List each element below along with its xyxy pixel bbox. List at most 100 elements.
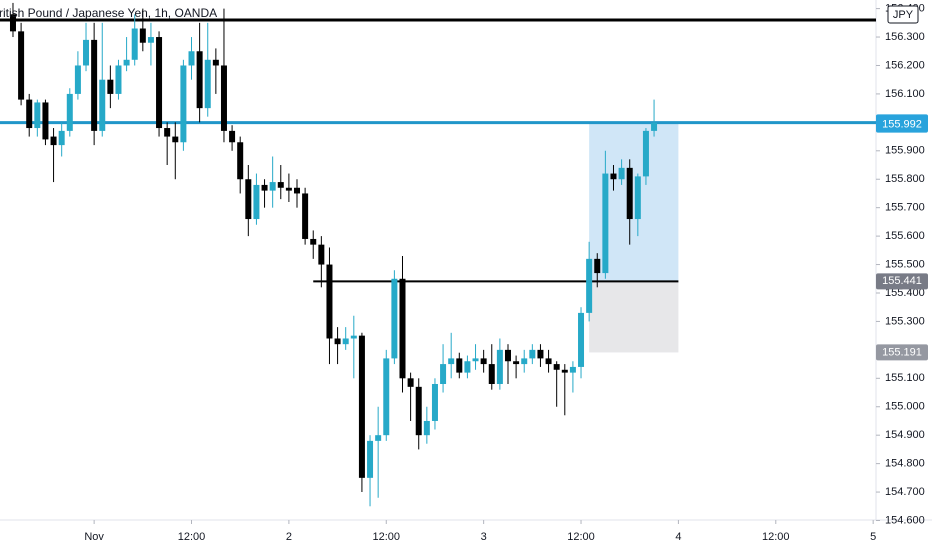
candle-body <box>651 122 658 131</box>
y-tick-label: 154.700 <box>885 486 925 498</box>
candle-body <box>83 39 90 66</box>
candle-body <box>448 358 455 365</box>
candle-body <box>147 37 154 43</box>
candle-body <box>513 361 520 365</box>
candle-body <box>610 173 617 180</box>
candle-body <box>245 179 252 220</box>
candle-body <box>302 193 309 239</box>
x-tick-label: 3 <box>481 531 487 543</box>
y-tick-label: 155.100 <box>885 372 925 384</box>
y-tick-label: 155.500 <box>885 258 925 270</box>
candle-body <box>391 278 398 359</box>
candle-body <box>431 383 438 421</box>
x-tick-label: 4 <box>675 531 681 543</box>
chart-title: British Pound / Japanese Yen, 1h, OANDA <box>0 6 217 20</box>
candle-body <box>399 278 406 379</box>
candle-body <box>586 258 593 313</box>
plot <box>0 2 876 507</box>
candle-body <box>383 358 390 436</box>
candle-body <box>569 366 576 373</box>
candle-body <box>626 167 633 220</box>
candle-body <box>440 364 447 384</box>
candle-body <box>464 361 471 373</box>
candle-body <box>50 136 57 146</box>
currency: JPY <box>893 9 914 21</box>
stop-zone <box>589 281 679 353</box>
candle-body <box>318 244 325 265</box>
candle-body <box>553 364 560 370</box>
candle-body <box>204 59 211 109</box>
y-tick-label: 154.600 <box>885 514 925 526</box>
candle-body <box>229 130 236 143</box>
candle-body <box>504 349 511 362</box>
y-tick-label: 155.300 <box>885 315 925 327</box>
candle-body <box>310 238 317 245</box>
y-tick-label: 155.900 <box>885 145 925 157</box>
candle-body <box>58 130 65 146</box>
y-tick-label: 156.300 <box>885 31 925 43</box>
candle-body <box>423 420 430 436</box>
candle-body <box>9 14 16 32</box>
candle-body <box>334 338 341 345</box>
x-tick-label: 2 <box>286 531 292 543</box>
candle-body <box>358 335 365 478</box>
x-tick-label: 12:00 <box>762 531 790 543</box>
candle-body <box>537 349 544 359</box>
candle-body <box>480 358 487 365</box>
y-tick-label: 156.100 <box>885 88 925 100</box>
y-tick-label: 155.600 <box>885 230 925 242</box>
price-label-box <box>876 116 928 133</box>
candle-body <box>634 176 641 220</box>
candle-body <box>618 167 625 180</box>
candle-body <box>188 51 195 66</box>
candle-body <box>529 349 536 359</box>
candle-body <box>164 128 171 137</box>
y-tick-label: 154.900 <box>885 429 925 441</box>
y-tick-label: 154.800 <box>885 458 925 470</box>
y-tick-label: 156.200 <box>885 59 925 71</box>
candle-body <box>123 59 130 66</box>
y-tick-label: 155.400 <box>885 287 925 299</box>
candle-body <box>212 59 219 66</box>
candle-body <box>496 349 503 384</box>
candle-body <box>131 28 138 60</box>
x-tick-label: 12:00 <box>373 531 401 543</box>
candle-body <box>594 258 601 274</box>
price-label: 155.441 <box>882 275 922 287</box>
price-label: 155.191 <box>882 346 922 358</box>
candle-body <box>521 358 528 365</box>
x-tick-label: 12:00 <box>567 531 595 543</box>
candle-body <box>578 312 585 367</box>
candle-body <box>66 93 73 131</box>
y-tick-label: 155.800 <box>885 173 925 185</box>
candle-body <box>285 187 292 191</box>
candle-body <box>326 264 333 339</box>
x-tick-label: 12:00 <box>178 531 206 543</box>
x-tick-label: 5 <box>870 531 876 543</box>
candle-body <box>350 335 357 339</box>
price-label: 155.992 <box>882 119 922 131</box>
candle-body <box>42 102 49 140</box>
candle-body <box>91 39 98 131</box>
candle-body <box>642 130 649 177</box>
candle-body <box>561 369 568 373</box>
candle-body <box>172 136 179 143</box>
candle-body <box>237 142 244 180</box>
y-tick-label: 155.700 <box>885 202 925 214</box>
candle-body <box>220 65 227 131</box>
candle-body <box>456 358 463 373</box>
candle-body <box>261 184 268 191</box>
candle-body <box>180 65 187 143</box>
candle-body <box>602 173 609 274</box>
candle-body <box>253 184 260 220</box>
y-tick-label: 155.000 <box>885 401 925 413</box>
candle-body <box>34 102 41 129</box>
candle-body <box>488 364 495 384</box>
price-label-box <box>876 273 928 290</box>
candle-body <box>375 435 382 441</box>
candle-body <box>415 386 422 436</box>
candle-body <box>269 182 276 191</box>
candle-body <box>294 187 301 194</box>
price-label-box <box>876 344 928 361</box>
